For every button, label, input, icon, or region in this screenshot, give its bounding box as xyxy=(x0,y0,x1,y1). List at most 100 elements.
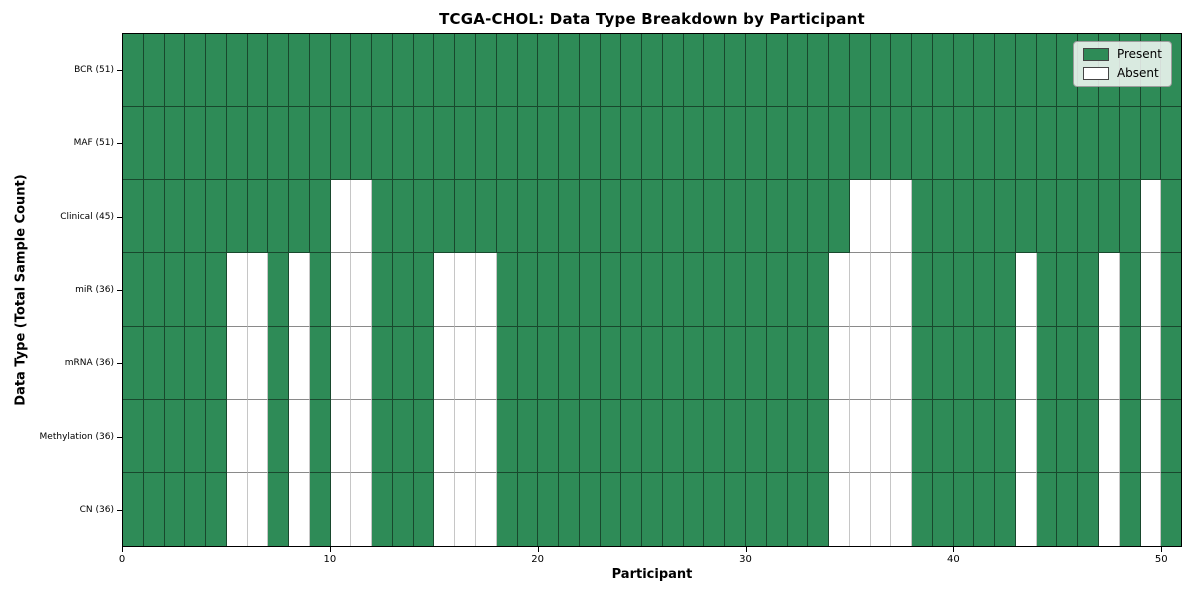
heatmap-cell xyxy=(912,34,933,108)
heatmap-cell xyxy=(808,399,830,473)
heatmap-cell xyxy=(808,180,830,254)
heatmap-cell xyxy=(621,399,643,473)
x-tick-label: 0 xyxy=(118,554,126,565)
heatmap-cell xyxy=(766,472,788,546)
x-tick-label: 40 xyxy=(946,554,960,565)
heatmap-cell xyxy=(247,34,269,108)
heatmap-cell xyxy=(683,107,705,181)
heatmap-cell xyxy=(247,180,269,254)
heatmap-cell xyxy=(247,107,269,181)
heatmap-cell xyxy=(1140,253,1162,327)
heatmap-cell xyxy=(1098,253,1120,327)
y-tick-mark xyxy=(117,436,122,438)
heatmap-row xyxy=(123,399,1182,473)
heatmap-cell xyxy=(849,253,871,327)
heatmap-cell xyxy=(434,472,456,546)
heatmap-cell xyxy=(351,399,373,473)
x-tick-label: 50 xyxy=(1154,554,1168,565)
heatmap-cell xyxy=(1098,399,1120,473)
heatmap-cell xyxy=(372,34,393,108)
heatmap-cell xyxy=(164,326,186,400)
heatmap-cell xyxy=(1078,180,1099,254)
heatmap-cell xyxy=(309,253,331,327)
heatmap-cell xyxy=(1098,326,1120,400)
heatmap-cell xyxy=(1057,107,1079,181)
heatmap-cell xyxy=(1140,326,1162,400)
heatmap-cell xyxy=(725,253,746,327)
x-tick-mark xyxy=(745,547,747,552)
heatmap-cell xyxy=(164,253,186,327)
heatmap-cell xyxy=(517,34,539,108)
heatmap-cell xyxy=(330,399,352,473)
heatmap-cell xyxy=(600,253,622,327)
heatmap-cell xyxy=(476,399,497,473)
heatmap-cell xyxy=(1015,180,1037,254)
heatmap-cell xyxy=(268,326,290,400)
heatmap-cell xyxy=(642,253,663,327)
heatmap-cell xyxy=(932,107,954,181)
heatmap-cell xyxy=(538,326,560,400)
heatmap-cell xyxy=(226,180,248,254)
heatmap-cell xyxy=(496,326,518,400)
heatmap-cell xyxy=(185,326,207,400)
heatmap-cell xyxy=(123,253,144,327)
heatmap-cell xyxy=(849,180,871,254)
heatmap-cell xyxy=(995,107,1016,181)
heatmap-cell xyxy=(476,107,497,181)
heatmap-cell xyxy=(372,399,393,473)
heatmap-cell xyxy=(496,107,518,181)
heatmap-cell xyxy=(1057,253,1079,327)
heatmap-cell xyxy=(953,107,975,181)
heatmap-cell xyxy=(434,326,456,400)
heatmap-cell xyxy=(392,107,414,181)
heatmap-cell xyxy=(912,253,933,327)
x-tick-mark xyxy=(537,547,539,552)
heatmap-cell xyxy=(932,326,954,400)
heatmap-row xyxy=(123,34,1182,108)
heatmap-cell xyxy=(932,399,954,473)
heatmap-cell xyxy=(309,326,331,400)
legend-label-present: Present xyxy=(1116,47,1162,61)
x-tick-mark xyxy=(1161,547,1163,552)
heatmap-cell xyxy=(143,399,165,473)
heatmap-cell xyxy=(995,34,1016,108)
heatmap-cell xyxy=(517,472,539,546)
y-tick-label: CN (36) xyxy=(79,505,114,516)
y-tick-label: miR (36) xyxy=(75,285,114,295)
heatmap-cell xyxy=(808,107,830,181)
heatmap-cell xyxy=(662,253,684,327)
heatmap-cell xyxy=(995,326,1016,400)
heatmap-cell xyxy=(226,107,248,181)
heatmap-grid xyxy=(123,34,1182,546)
heatmap-cell xyxy=(1057,180,1079,254)
heatmap-cell xyxy=(372,326,393,400)
heatmap-cell xyxy=(559,107,580,181)
heatmap-cell xyxy=(745,180,767,254)
heatmap-cell xyxy=(662,399,684,473)
heatmap-cell xyxy=(974,399,996,473)
heatmap-cell xyxy=(766,34,788,108)
legend: Present Absent xyxy=(1072,41,1172,87)
y-tick-label: mRNA (36) xyxy=(64,358,114,369)
y-tick-mark xyxy=(117,363,122,365)
heatmap-cell xyxy=(455,399,477,473)
x-axis-title: Participant xyxy=(611,567,693,582)
heatmap-cell xyxy=(704,107,726,181)
y-tick-label: Methylation (36) xyxy=(39,431,114,442)
heatmap-cell xyxy=(683,253,705,327)
heatmap-cell xyxy=(538,472,560,546)
heatmap-cell xyxy=(330,180,352,254)
heatmap-cell xyxy=(123,326,144,400)
heatmap-cell xyxy=(1140,472,1162,546)
heatmap-cell xyxy=(538,34,560,108)
heatmap-cell xyxy=(455,34,477,108)
heatmap-cell xyxy=(1140,107,1162,181)
heatmap-cell xyxy=(164,399,186,473)
heatmap-cell xyxy=(579,34,601,108)
heatmap-cell xyxy=(476,253,497,327)
heatmap-cell xyxy=(226,472,248,546)
heatmap-cell xyxy=(413,34,435,108)
heatmap-cell xyxy=(1078,399,1099,473)
heatmap-cell xyxy=(1015,107,1037,181)
heatmap-cell xyxy=(289,107,310,181)
